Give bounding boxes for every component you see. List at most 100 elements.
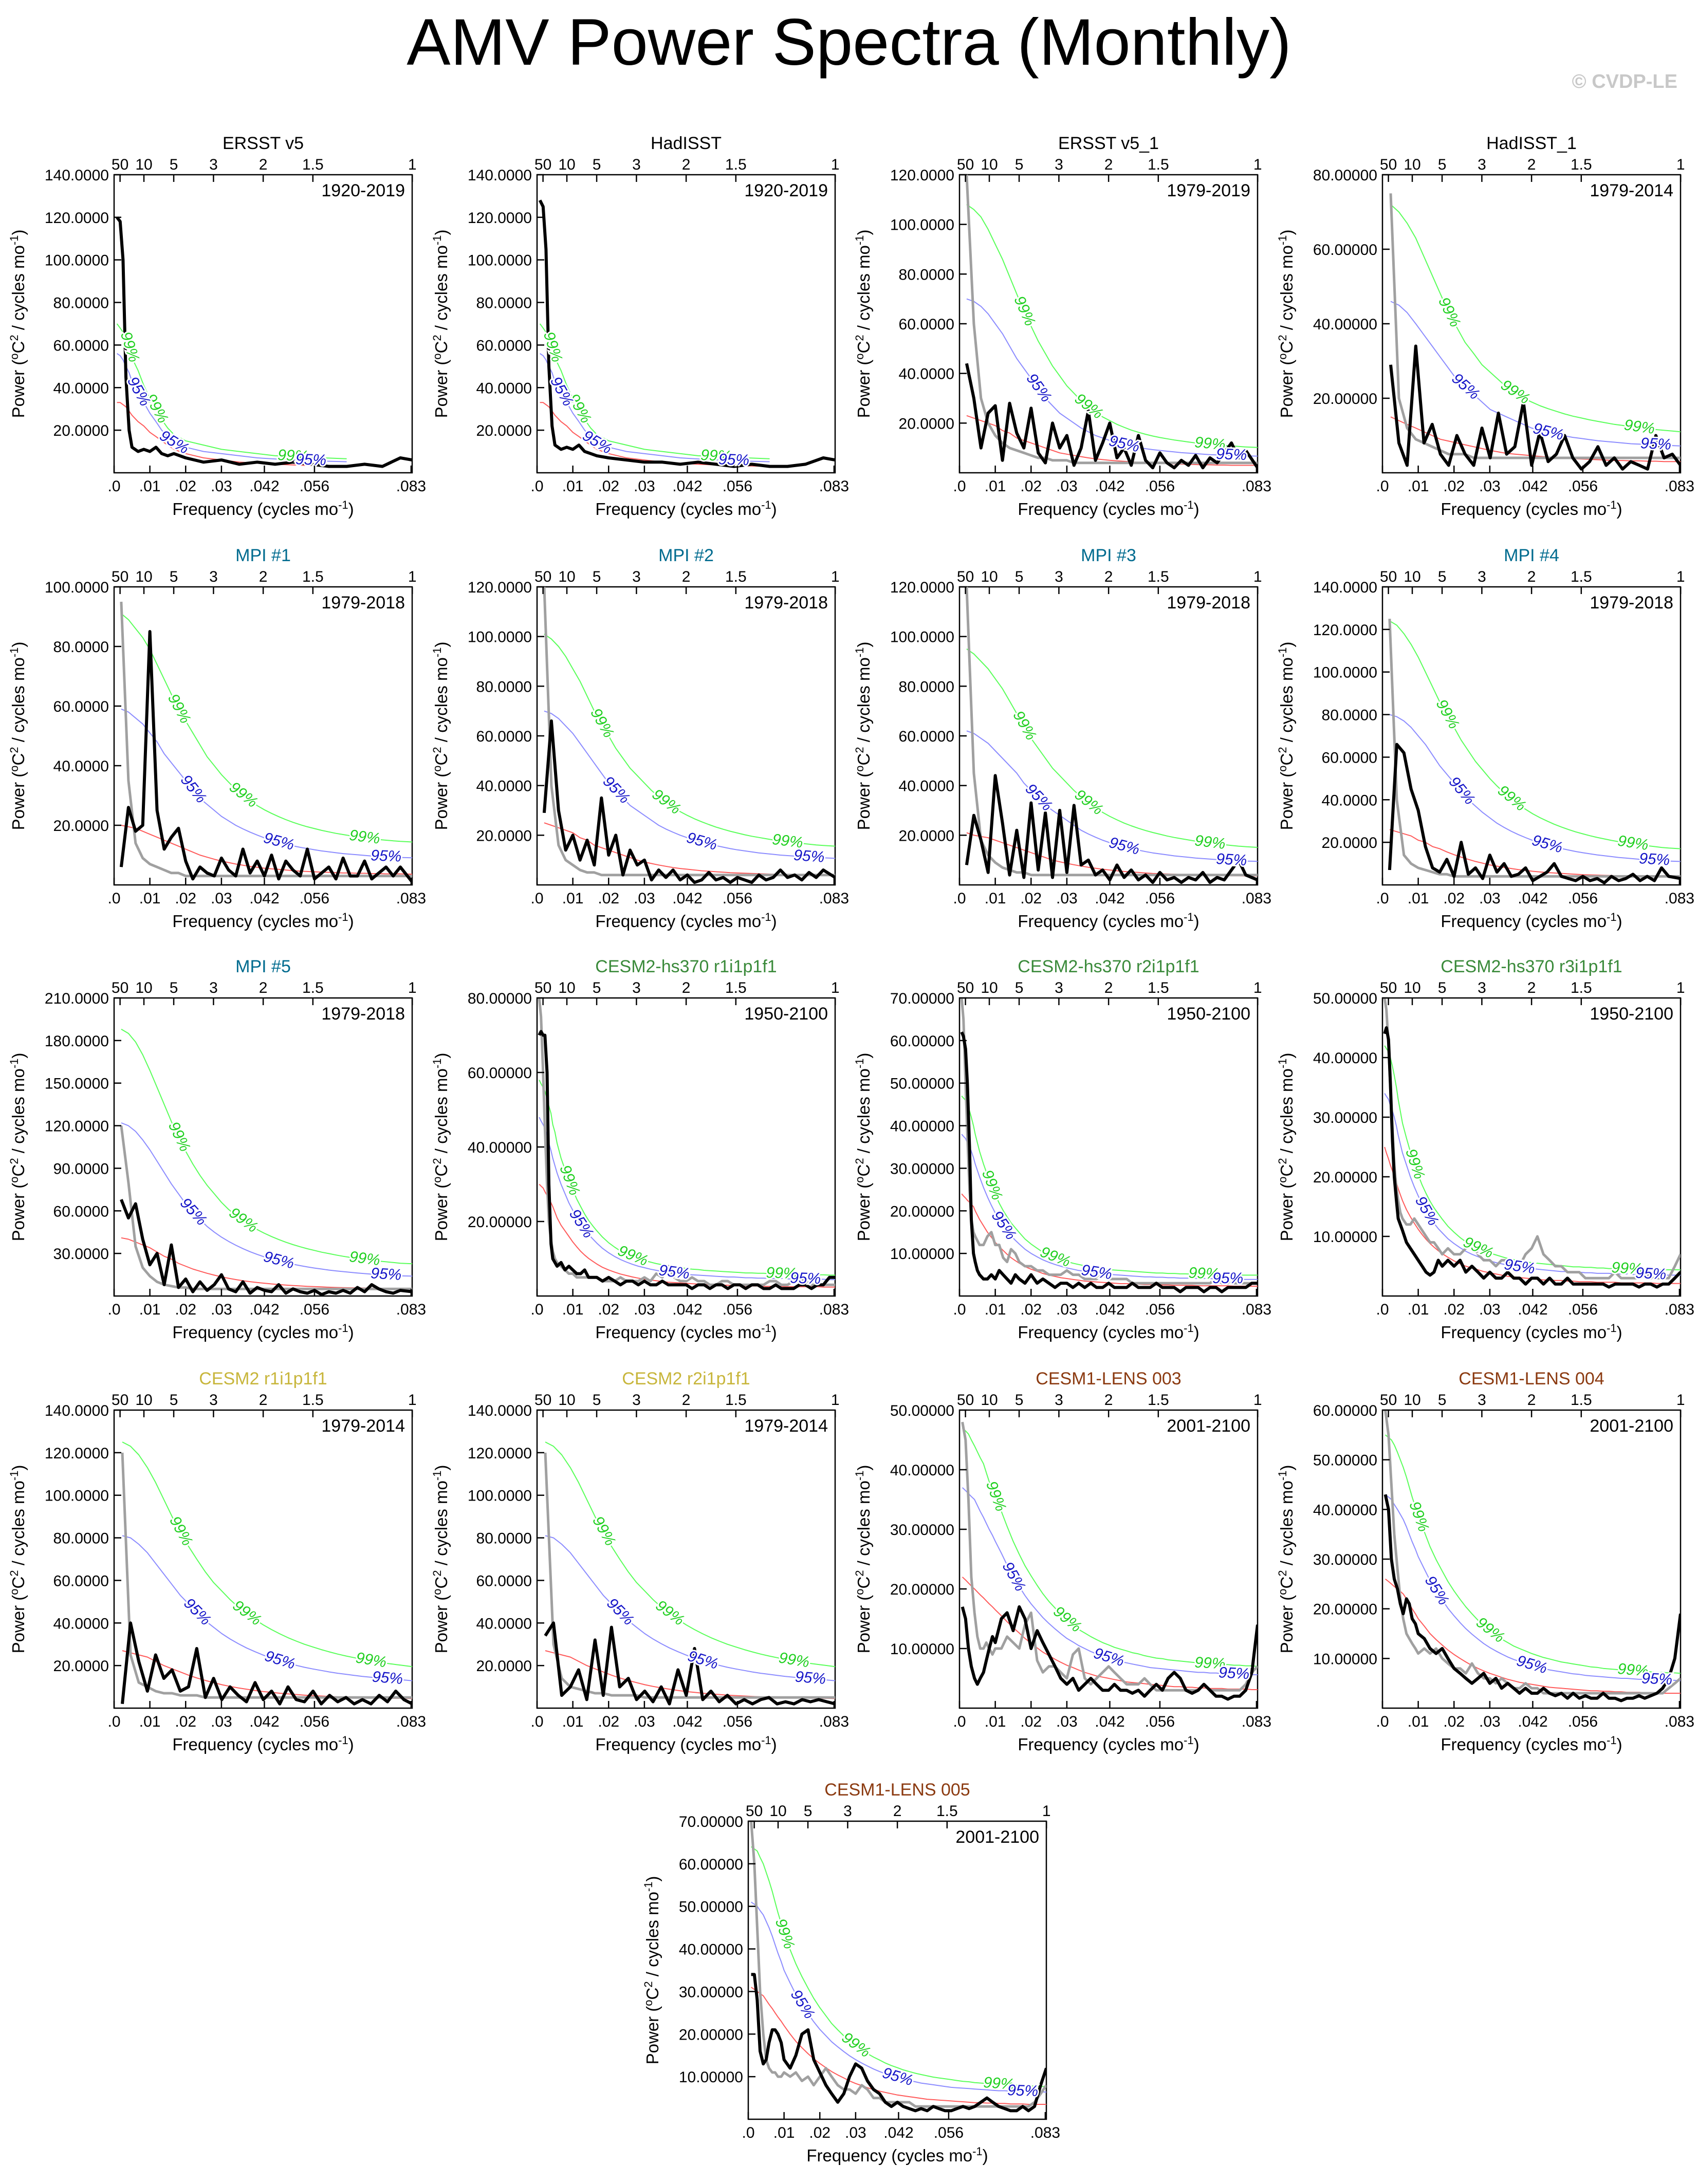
ci99-label: 99% (587, 706, 617, 741)
panel-title: ERSST v5_1 (1058, 134, 1159, 153)
ci95-line (544, 710, 835, 859)
ci99-label: 99% (1435, 294, 1464, 329)
y-tick-label: 210.0000 (45, 990, 109, 1007)
y-tick-label: 50.00000 (1313, 990, 1377, 1007)
y-tick-label: 150.0000 (45, 1076, 109, 1093)
top-tick-label: 5 (170, 979, 178, 996)
y-tick-label: 80.0000 (476, 1530, 532, 1547)
y-tick-label: 20.00000 (468, 1214, 532, 1231)
top-tick-label: 3 (1478, 979, 1486, 996)
x-tick-label: .042 (1095, 890, 1124, 907)
x-axis-label: Frequency (cycles mo-1) (595, 911, 777, 931)
x-axis-label: Frequency (cycles mo-1) (1441, 1734, 1622, 1754)
x-tick-label: .056 (300, 1301, 329, 1318)
top-tick-label: 3 (209, 156, 218, 173)
top-tick-label: 1.5 (302, 979, 324, 996)
y-tick-label: 20.00000 (1313, 1169, 1377, 1186)
y-tick-label: 120.0000 (45, 1445, 109, 1462)
x-tick-label: .042 (672, 890, 702, 907)
top-tick-label: 50 (957, 568, 974, 585)
panel-title: HadISST (651, 134, 722, 153)
x-tick-label: .0 (530, 1301, 543, 1318)
x-axis-label: Frequency (cycles mo-1) (595, 1322, 777, 1342)
y-tick-label: 120.0000 (1313, 622, 1377, 639)
ci99-label: 99% (589, 1513, 619, 1549)
panel-title: MPI #1 (235, 546, 291, 565)
top-tick-label: 3 (1478, 568, 1486, 585)
x-tick-label: .03 (1479, 478, 1501, 495)
top-tick-label: 5 (1015, 1392, 1024, 1409)
y-tick-label: 20.0000 (53, 1658, 109, 1675)
ci99-label: 99% (1010, 293, 1038, 328)
spectrum-line (116, 216, 412, 468)
x-tick-label: .01 (562, 1301, 584, 1318)
top-tick-label: 2 (893, 1803, 902, 1820)
spectrum-line (1388, 743, 1681, 884)
x-tick-label: .0 (953, 1301, 966, 1318)
x-tick-label: .083 (396, 478, 426, 495)
y-axis-label: Power (oC2 / cycles mo-1) (853, 230, 873, 418)
spectrum-line (965, 363, 1258, 470)
spectrum-panel: 99%99%99%95%95%95%2001-210010.0000020.00… (1276, 1369, 1694, 1754)
x-tick-label: .083 (1242, 478, 1271, 495)
top-tick-label: 10 (981, 1392, 998, 1409)
top-tick-label: 2 (259, 979, 268, 996)
spectrum-panel: 99%99%99%95%95% 95%1950-210020.0000040.00… (431, 957, 849, 1342)
spectrum-line (542, 719, 835, 884)
spectrum-line (961, 1605, 1258, 1701)
top-tick-label: 1 (831, 1392, 840, 1409)
y-tick-label: 100.0000 (1313, 664, 1377, 681)
x-axis-label: Frequency (cycles mo-1) (1441, 498, 1622, 519)
ci99-label: 99% (839, 2029, 874, 2061)
ci95-line (122, 1535, 412, 1681)
y-tick-label: 30.00000 (1313, 1551, 1377, 1568)
y-tick-label: 10.00000 (1313, 1651, 1377, 1668)
top-tick-label: 50 (1380, 156, 1397, 173)
ci95-label: 95% (1422, 1573, 1452, 1608)
ci99-label: 99% (615, 1242, 650, 1269)
y-tick-label: 80.0000 (899, 678, 954, 695)
top-tick-label: 10 (558, 979, 575, 996)
top-tick-label: 10 (769, 1803, 786, 1820)
ci99-label: 99% (1406, 1499, 1432, 1534)
spectrum-panel: 99%99%99%95%95% 95%1950-210010.0000020.00… (853, 957, 1271, 1342)
top-tick-label: 2 (1104, 1392, 1113, 1409)
ci99-label: 99% (540, 330, 566, 364)
x-tick-label: .03 (1479, 1301, 1501, 1318)
y-tick-label: 20.0000 (899, 415, 954, 432)
x-tick-label: .03 (1056, 478, 1078, 495)
x-tick-label: .056 (1568, 1713, 1598, 1730)
top-tick-label: 3 (1055, 568, 1063, 585)
ci95-line (121, 1122, 412, 1277)
x-tick-label: .02 (1020, 1301, 1042, 1318)
x-tick-label: .02 (598, 890, 619, 907)
ci99-line (121, 613, 412, 843)
x-tick-label: .02 (1020, 1713, 1042, 1730)
x-axis-label: Frequency (cycles mo-1) (172, 1734, 354, 1754)
top-tick-label: 3 (1055, 979, 1063, 996)
spectrum-panel: 99%99%99%95%95%95%2001-210010.0000020.00… (853, 1369, 1271, 1754)
y-axis-label: Power (oC2 / cycles mo-1) (1276, 642, 1296, 830)
period-label: 1979-2018 (1167, 593, 1250, 613)
ci99-label: 99% (1461, 1233, 1496, 1262)
observed-reference-line (1383, 998, 1681, 1280)
ci99-label: 99% (778, 1649, 811, 1671)
spectrum-panel: 99%99%99%95%95%95%1979-201420.0000040.00… (1276, 134, 1694, 519)
y-tick-label: 20.0000 (1322, 835, 1377, 852)
spectrum-line (119, 630, 412, 883)
x-tick-label: .01 (1408, 1713, 1429, 1730)
y-tick-label: 60.0000 (53, 698, 109, 715)
spectrum-panel: 99%99%99%95%95%95%1979-201420.000040.000… (431, 1369, 849, 1754)
x-tick-label: .02 (175, 478, 196, 495)
y-tick-label: 120.0000 (890, 167, 954, 184)
y-tick-label: 90.0000 (53, 1160, 109, 1177)
top-tick-label: 50 (534, 156, 551, 173)
y-tick-label: 40.00000 (679, 1941, 743, 1958)
panel-title: MPI #4 (1504, 546, 1559, 565)
top-tick-label: 3 (209, 1392, 218, 1409)
y-tick-label: 50.00000 (1313, 1452, 1377, 1469)
ci95-label: 95% (1215, 850, 1247, 869)
spectrum-line (538, 199, 835, 468)
x-tick-label: .042 (1095, 1713, 1124, 1730)
y-tick-label: 20.0000 (476, 422, 532, 439)
